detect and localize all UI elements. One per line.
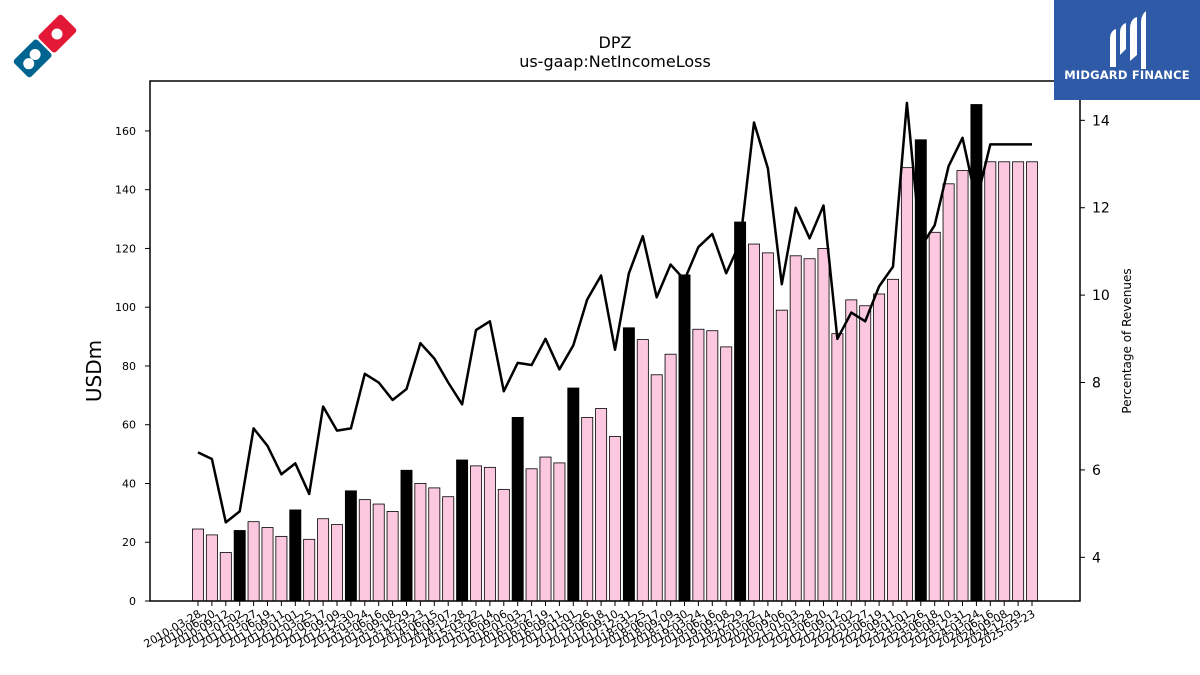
y-tick-label: 60 xyxy=(122,419,136,432)
bar-quarter xyxy=(998,161,1011,602)
bar-annual xyxy=(734,221,747,602)
y2-tick-label: 12 xyxy=(1092,201,1110,217)
bar-quarter xyxy=(845,299,858,602)
y-tick-label: 40 xyxy=(122,477,136,490)
bar-annual xyxy=(233,530,246,602)
bar-annual xyxy=(456,459,469,602)
bar-quarter xyxy=(331,524,343,602)
bar-quarter xyxy=(650,374,663,602)
bar-quarter xyxy=(817,248,830,602)
chart-subtitle: us-gaap:NetIncomeLoss xyxy=(519,52,711,71)
y-tick-label: 160 xyxy=(115,125,136,138)
domino-tile-icon xyxy=(5,6,85,90)
bar-quarter xyxy=(317,518,330,602)
bar-quarter xyxy=(706,330,719,602)
bar-quarter xyxy=(192,528,204,602)
bar-quarter xyxy=(386,510,399,602)
bar-annual xyxy=(344,490,357,602)
chart-title-block: DPZ us-gaap:NetIncomeLoss xyxy=(150,33,1080,71)
bar-quarter xyxy=(497,488,510,602)
y-tick-label: 100 xyxy=(115,301,136,314)
bar-quarter xyxy=(692,328,705,602)
bar-quarter xyxy=(664,353,677,602)
bar-quarter xyxy=(303,538,316,602)
bar-quarter xyxy=(539,456,552,602)
bar-quarter xyxy=(1026,161,1038,602)
bar-quarter xyxy=(748,243,760,602)
y-tick-label: 80 xyxy=(122,360,136,373)
bar-quarter xyxy=(803,258,816,602)
bar-quarter xyxy=(553,462,566,602)
bar-quarter xyxy=(636,339,649,602)
y2-tick-label: 4 xyxy=(1092,550,1101,566)
bar-quarter xyxy=(372,503,385,602)
bar-quarter xyxy=(720,346,733,602)
bar-quarter xyxy=(581,416,594,602)
chart-title: DPZ xyxy=(598,33,632,52)
bar-quarter xyxy=(900,167,913,602)
bar-quarter xyxy=(358,499,371,602)
bar-quarter xyxy=(831,333,844,602)
bar-annual xyxy=(511,416,524,602)
y-axis-label: USDm xyxy=(82,340,106,402)
y2-tick-label: 10 xyxy=(1092,288,1110,304)
bar-quarter xyxy=(887,278,899,602)
y2-axis-label: Percentage of Revenues xyxy=(1120,268,1134,413)
bar-annual xyxy=(567,387,580,602)
brand-badge: MIDGARD FINANCE xyxy=(1054,0,1200,100)
y-tick-label: 140 xyxy=(115,184,136,197)
midgard-logo-icon xyxy=(1110,11,1146,69)
bar-quarter xyxy=(609,436,621,602)
brand-name: MIDGARD FINANCE xyxy=(1064,68,1190,82)
bar-quarter xyxy=(205,534,218,602)
bar-quarter xyxy=(956,170,969,602)
percentage-of-revenues-line xyxy=(197,101,1032,524)
bar-quarter xyxy=(414,483,427,602)
y2-tick-label: 8 xyxy=(1092,376,1101,392)
bar-quarter xyxy=(1012,161,1025,602)
bar-annual xyxy=(289,509,302,602)
bar-quarter xyxy=(483,466,496,602)
bar-quarter xyxy=(595,408,608,602)
bar-quarter xyxy=(247,521,260,602)
bar-quarter xyxy=(789,255,802,602)
bar-quarter xyxy=(275,535,288,602)
bar-quarter xyxy=(873,293,886,602)
bar-annual xyxy=(678,274,691,602)
bar-quarter xyxy=(261,527,274,602)
bar-annual xyxy=(622,327,635,602)
bar-quarter xyxy=(859,305,872,602)
bar-quarter xyxy=(942,183,955,602)
bar-annual xyxy=(400,469,413,602)
y-tick-label: 0 xyxy=(129,595,136,608)
bar-quarter xyxy=(442,496,455,602)
y-tick-label: 20 xyxy=(122,536,136,549)
bar-quarter xyxy=(928,231,941,602)
y2-tick-label: 14 xyxy=(1092,113,1110,129)
bar-quarter xyxy=(525,468,538,602)
y2-tick-label: 6 xyxy=(1092,463,1101,479)
bar-quarter xyxy=(761,252,774,602)
bar-quarter xyxy=(470,465,482,602)
y-tick-label: 120 xyxy=(115,242,136,255)
bar-quarter xyxy=(984,161,997,602)
bar-quarter xyxy=(219,552,232,602)
bar-quarter xyxy=(775,309,788,602)
bar-quarter xyxy=(428,487,441,602)
